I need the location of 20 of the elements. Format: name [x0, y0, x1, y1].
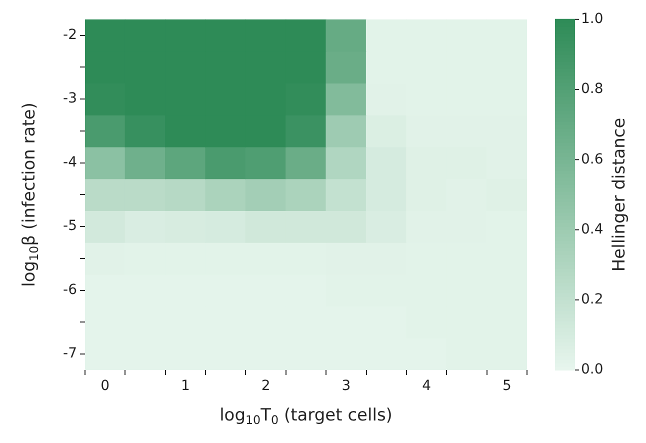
- x-tick-label: 2: [261, 378, 270, 394]
- x-tick-label: 1: [180, 378, 190, 394]
- x-tick-label: 5: [502, 378, 512, 394]
- y-tick-label: -4: [63, 154, 78, 170]
- color-bar-label: 1.0: [581, 11, 604, 28]
- color-bar-label: 0.8: [581, 81, 604, 98]
- x-tick-label: 3: [342, 378, 351, 394]
- y-tick-label: -6: [63, 282, 78, 298]
- x-tick-label: 0: [100, 378, 110, 394]
- x-tick-label: 4: [422, 378, 432, 394]
- y-tick-label: -5: [63, 218, 77, 234]
- color-bar-label: 0.4: [581, 221, 604, 238]
- y-tick-label: -3: [63, 90, 77, 107]
- color-bar-title: Hellinger distance: [609, 118, 630, 272]
- y-tick-label: -7: [63, 346, 77, 362]
- y-tick-label: -2: [63, 26, 77, 43]
- color-bar-label: 0.6: [581, 151, 604, 168]
- color-bar-label: 0.2: [581, 292, 604, 308]
- y-axis-title: log10β (infection rate): [19, 102, 42, 287]
- color-bar-label: 0.0: [581, 362, 604, 378]
